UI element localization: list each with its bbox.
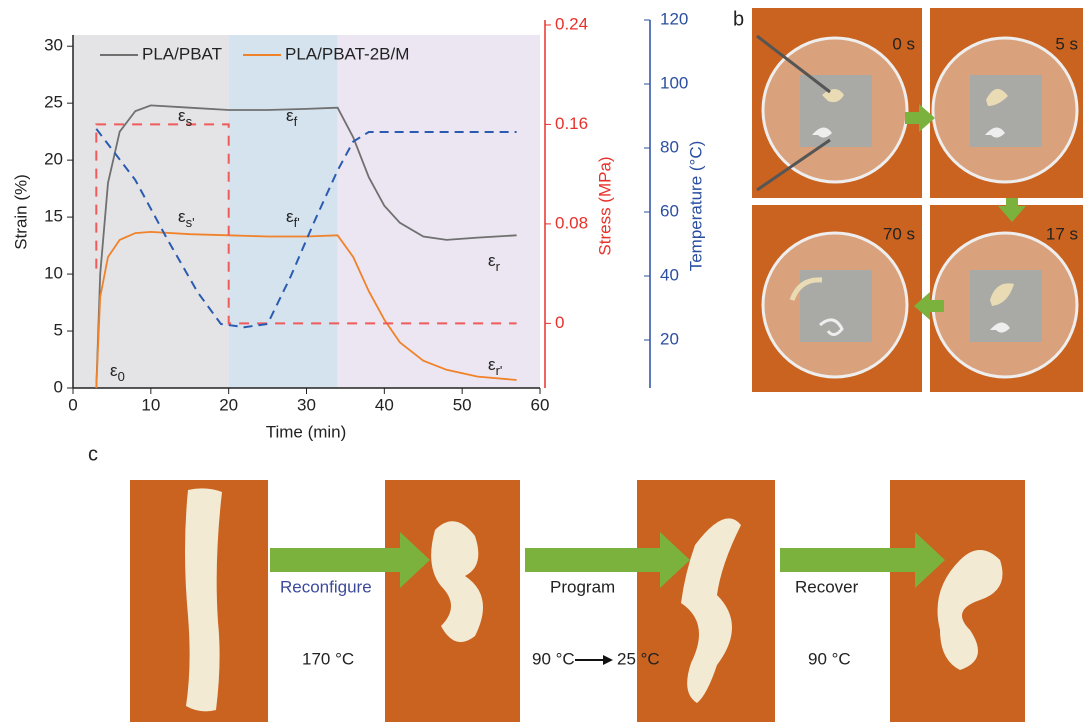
y-tick-label: 15 (44, 207, 63, 226)
page: {"chart_data": {"type": "line", "panel_l… (0, 0, 1083, 727)
y-tick-label: 10 (44, 264, 63, 283)
y-tick-label: 30 (44, 36, 63, 55)
y3-tick-label: 120 (660, 9, 688, 28)
y-tick-label: 5 (54, 321, 63, 340)
x-tick-label: 60 (531, 395, 550, 414)
x-tick-label: 40 (375, 395, 394, 414)
step-name: Program (550, 577, 615, 596)
x-axis-title: Time (min) (266, 422, 347, 441)
step-temperature: 25 °C (617, 649, 660, 668)
legend-label: PLA/PBAT-2B/M (285, 44, 409, 63)
panel-label: b (733, 8, 744, 30)
x-tick-label: 30 (297, 395, 316, 414)
y3-tick-label: 80 (660, 137, 679, 156)
panel-b-photos (752, 8, 1083, 392)
plot: 0 10 20 30 40 50 60 0 5 10 15 20 25 30 0 0.08 0.16 0.24 20… (44, 9, 688, 414)
figure: b 0 s 5 s 70 s 17 s c Reconfigure 170 °C… (0, 0, 1083, 727)
region (229, 35, 338, 388)
y-tick-label: 0 (54, 377, 63, 396)
step-temperature: 90 °C (532, 649, 575, 668)
x-tick-label: 0 (68, 395, 77, 414)
y3-tick-label: 40 (660, 265, 679, 284)
y3-tick-label: 60 (660, 201, 679, 220)
y-axis-title: Strain (%) (11, 174, 30, 250)
photo-time: 0 s (892, 34, 915, 53)
y-tick-label: 25 (44, 93, 63, 112)
x-tick-label: 10 (141, 395, 160, 414)
y2-axis-title: Stress (MPa) (595, 156, 614, 255)
step-name: Recover (795, 577, 859, 596)
y-tick-label: 20 (44, 150, 63, 169)
step-temperature: 90 °C (808, 649, 851, 668)
arrow (603, 655, 613, 665)
annotation-subscript: s' (186, 215, 195, 230)
annotation-subscript: 0 (118, 369, 125, 384)
photo-time: 70 s (883, 224, 915, 243)
panel-c-photos (130, 480, 1025, 722)
annotation-subscript: r' (496, 363, 503, 378)
photo-time: 17 s (1046, 224, 1078, 243)
y2-tick-label: 0.08 (555, 213, 588, 232)
legend-label: PLA/PBAT (142, 44, 222, 63)
x-tick-label: 50 (453, 395, 472, 414)
y2-tick-label: 0.24 (555, 14, 588, 33)
y3-tick-label: 20 (660, 329, 679, 348)
y2-tick-label: 0.16 (555, 114, 588, 133)
x-tick-label: 20 (219, 395, 238, 414)
step-name: Reconfigure (280, 577, 372, 596)
y3-tick-label: 100 (660, 73, 688, 92)
panel-label: c (88, 443, 98, 465)
strip (185, 488, 222, 711)
annotation-subscript: s (186, 114, 193, 129)
y3-axis-title: Temperature (°C) (686, 141, 705, 272)
y2-tick-label: 0 (555, 313, 564, 332)
annotation-subscript: r (496, 259, 501, 274)
region (338, 35, 540, 388)
annotation-subscript: f (294, 114, 298, 129)
step-temperature: 170 °C (302, 649, 354, 668)
photo-time: 5 s (1055, 34, 1078, 53)
annotation-subscript: f' (294, 215, 300, 230)
